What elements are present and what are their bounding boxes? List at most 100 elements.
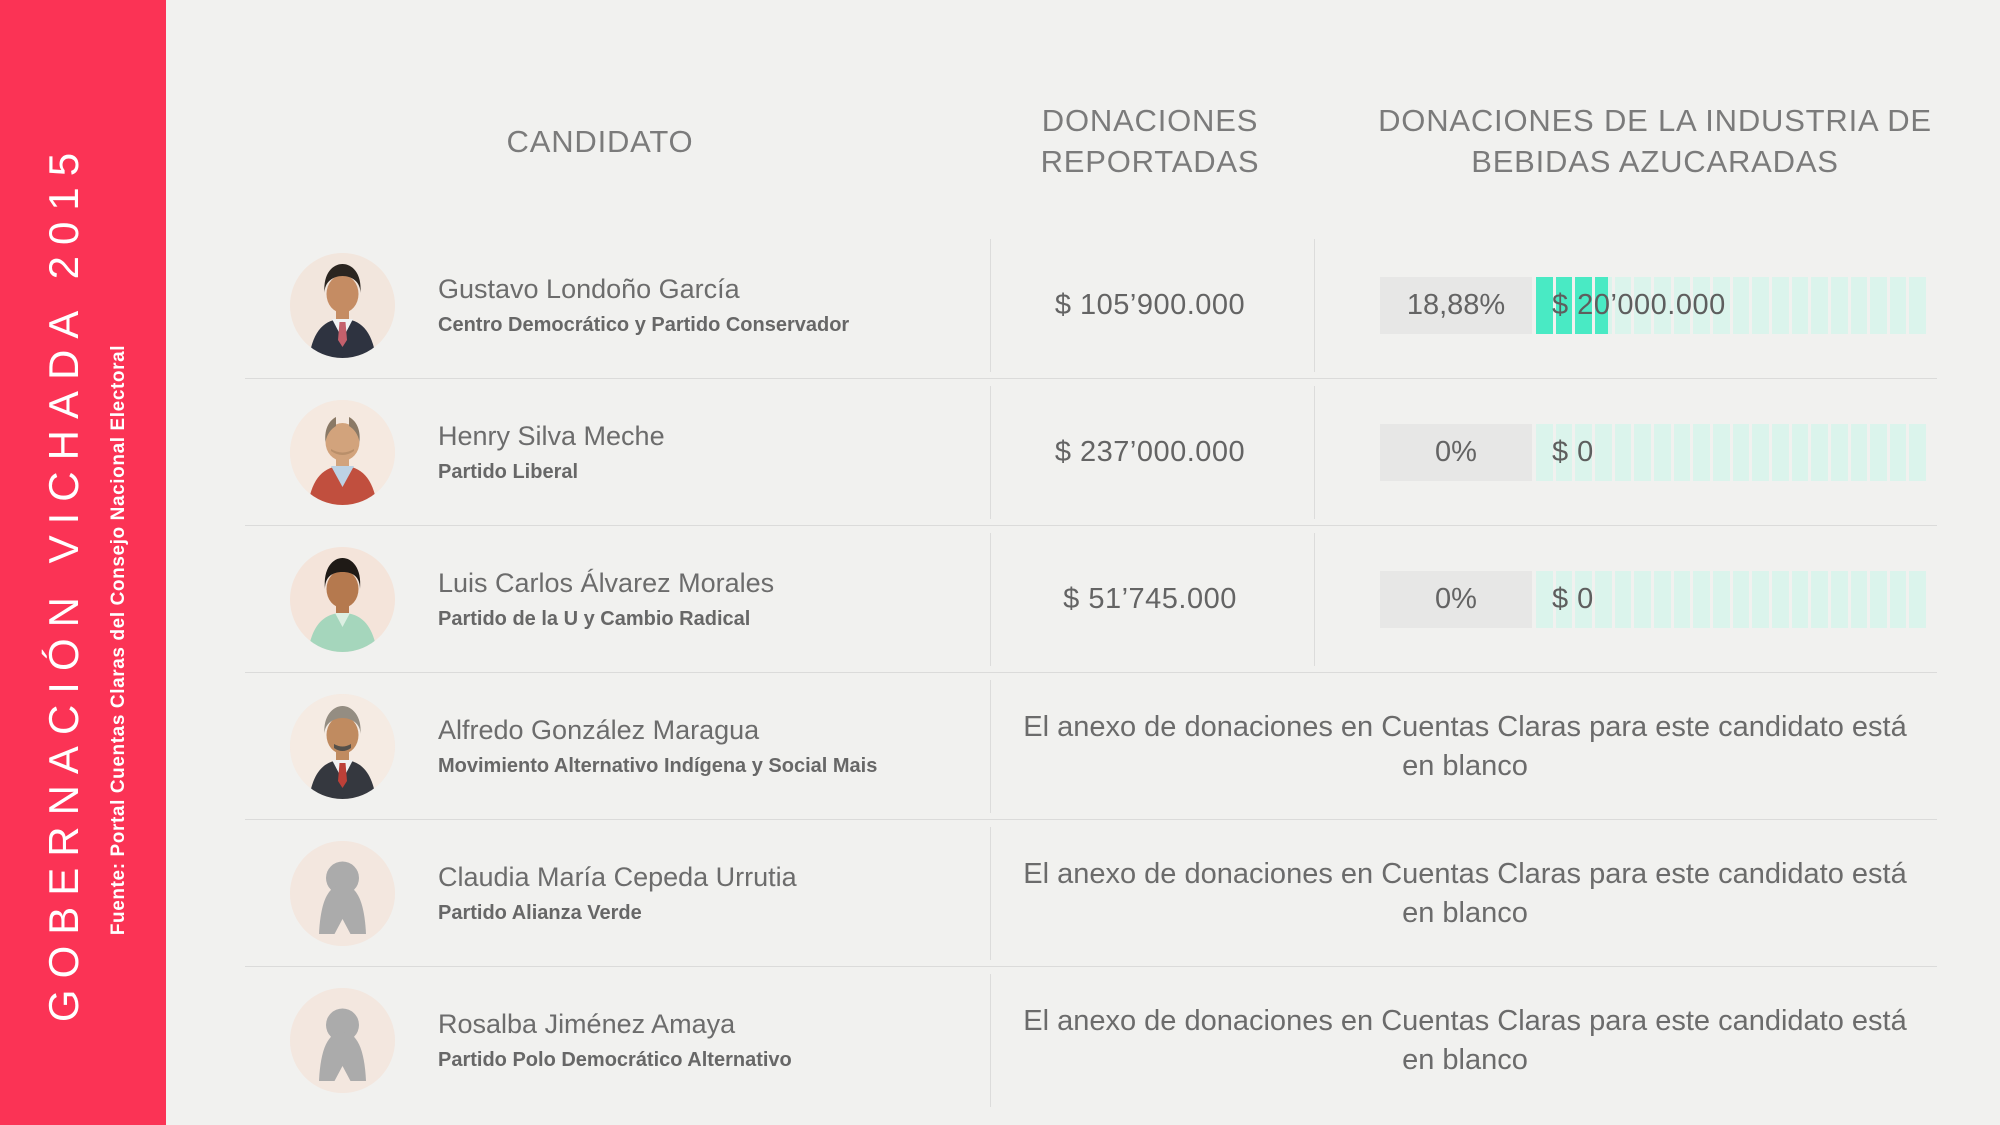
- candidate-name: Luis Carlos Álvarez Morales: [438, 568, 775, 598]
- candidate-info: Alfredo González Maragua Movimiento Alte…: [438, 673, 978, 820]
- candidate-placeholder-avatar: [290, 841, 395, 946]
- column-divider: [990, 533, 991, 666]
- candidate-name: Gustavo Londoño García: [438, 274, 740, 304]
- column-divider: [990, 827, 991, 960]
- man-red-jacket-avatar-icon: [290, 400, 395, 505]
- bar-segment: [1830, 277, 1848, 334]
- industry-percent-label: 0%: [1380, 571, 1532, 628]
- bar-segment: [1870, 424, 1887, 481]
- candidate-name: Alfredo González Maragua: [438, 715, 760, 745]
- row-separator: [245, 966, 1937, 967]
- bar-segment: [1693, 277, 1710, 334]
- bar-segment: [1653, 277, 1671, 334]
- row-separator: [245, 525, 1937, 526]
- row-separator: [245, 819, 1937, 820]
- column-header-industry-donations: DONACIONES DE LA INDUSTRIA DE BEBIDAS AZ…: [1378, 103, 1932, 179]
- candidate-party: Partido de la U y Cambio Radical: [438, 608, 751, 630]
- bar-segment: [1791, 424, 1809, 481]
- bar-segment: [1673, 571, 1691, 628]
- blank-annex-message: El anexo de donaciones en Cuentas Claras…: [1023, 857, 1907, 929]
- bar-segment: [1614, 571, 1632, 628]
- blank-annex-message: El anexo de donaciones en Cuentas Claras…: [1023, 1004, 1907, 1076]
- column-divider: [1314, 239, 1315, 372]
- bar-segment: [1811, 277, 1828, 334]
- bar-segment: [1889, 571, 1907, 628]
- bar-segment: [1673, 424, 1691, 481]
- bar-segment: [1693, 424, 1710, 481]
- bar-segment: [1771, 571, 1789, 628]
- bar-segment: [1889, 277, 1907, 334]
- candidate-name: Claudia María Cepeda Urrutia: [438, 862, 797, 892]
- column-divider: [1314, 533, 1315, 666]
- column-header-candidate: CANDIDATO: [506, 124, 694, 159]
- candidate-name: Rosalba Jiménez Amaya: [438, 1009, 736, 1039]
- bar-segment: [1791, 571, 1809, 628]
- table-row: Luis Carlos Álvarez Morales Partido de l…: [0, 526, 2000, 673]
- bar-segment: [1653, 424, 1671, 481]
- candidate-party: Movimiento Alternativo Indígena y Social…: [438, 755, 878, 777]
- bar-segment: [1536, 571, 1553, 628]
- bar-segment: [1771, 277, 1789, 334]
- column-divider: [1314, 386, 1315, 519]
- industry-donation-bar: [1536, 571, 1927, 628]
- bar-segment: [1555, 277, 1573, 334]
- bar-segment: [1712, 571, 1730, 628]
- table-row: Claudia María Cepeda Urrutia Partido Ali…: [0, 820, 2000, 967]
- bar-segment: [1575, 424, 1592, 481]
- bar-segment: [1850, 424, 1868, 481]
- reported-donations-value: $ 237’000.000: [1054, 436, 1246, 468]
- candidate-party: Partido Liberal: [438, 461, 579, 483]
- bar-segment: [1594, 424, 1612, 481]
- industry-percent-label: 0%: [1380, 424, 1532, 481]
- industry-donation-amount: $ 0: [1552, 583, 1594, 615]
- bar-segment: [1752, 277, 1769, 334]
- reported-donations-value: $ 105’900.000: [1054, 289, 1246, 321]
- bar-segment: [1850, 571, 1868, 628]
- bar-segment: [1771, 424, 1789, 481]
- column-header-reported-donations: DONACIONES REPORTADAS: [1040, 103, 1260, 179]
- candidate-info: Luis Carlos Álvarez Morales Partido de l…: [438, 526, 978, 673]
- bar-segment: [1575, 571, 1592, 628]
- candidate-info: Gustavo Londoño García Centro Democrátic…: [438, 232, 978, 379]
- table-row: Henry Silva Meche Partido Liberal $ 237’…: [0, 379, 2000, 526]
- bar-segment: [1555, 424, 1573, 481]
- candidate-photo: [290, 547, 395, 652]
- column-divider: [990, 239, 991, 372]
- bar-segment: [1555, 571, 1573, 628]
- row-separator: [245, 672, 1937, 673]
- candidate-info: Henry Silva Meche Partido Liberal: [438, 379, 978, 526]
- candidate-info: Claudia María Cepeda Urrutia Partido Ali…: [438, 820, 978, 967]
- bar-segment: [1850, 277, 1868, 334]
- bar-segment: [1870, 571, 1887, 628]
- bar-segment: [1614, 424, 1632, 481]
- bar-segment: [1594, 571, 1612, 628]
- blank-annex-message: El anexo de donaciones en Cuentas Claras…: [1023, 710, 1907, 782]
- bar-segment: [1791, 277, 1809, 334]
- candidate-name: Henry Silva Meche: [438, 421, 665, 451]
- bar-segment: [1634, 424, 1651, 481]
- industry-donation-bar: [1536, 424, 1927, 481]
- table-row: Gustavo Londoño García Centro Democrátic…: [0, 232, 2000, 379]
- bar-segment: [1732, 277, 1750, 334]
- industry-percent-label: 18,88%: [1380, 277, 1532, 334]
- bar-segment: [1889, 424, 1907, 481]
- bar-segment: [1732, 571, 1750, 628]
- bar-segment: [1536, 424, 1553, 481]
- bar-segment: [1536, 277, 1553, 334]
- candidate-placeholder-avatar: [290, 988, 395, 1093]
- industry-donation-amount: $ 20’000.000: [1552, 289, 1726, 321]
- bar-segment: [1693, 571, 1710, 628]
- column-divider: [990, 680, 991, 813]
- woman-silhouette-icon: [290, 988, 395, 1093]
- candidate-party: Centro Democrático y Partido Conservador: [438, 314, 850, 336]
- bar-segment: [1830, 571, 1848, 628]
- man-mint-shirt-avatar-icon: [290, 547, 395, 652]
- bar-segment: [1909, 571, 1927, 628]
- bar-segment: [1634, 277, 1651, 334]
- table-row: Rosalba Jiménez Amaya Partido Polo Democ…: [0, 967, 2000, 1114]
- woman-silhouette-icon: [290, 841, 395, 946]
- industry-donation-bar: [1536, 277, 1927, 334]
- candidate-photo: [290, 694, 395, 799]
- candidate-photo: [290, 400, 395, 505]
